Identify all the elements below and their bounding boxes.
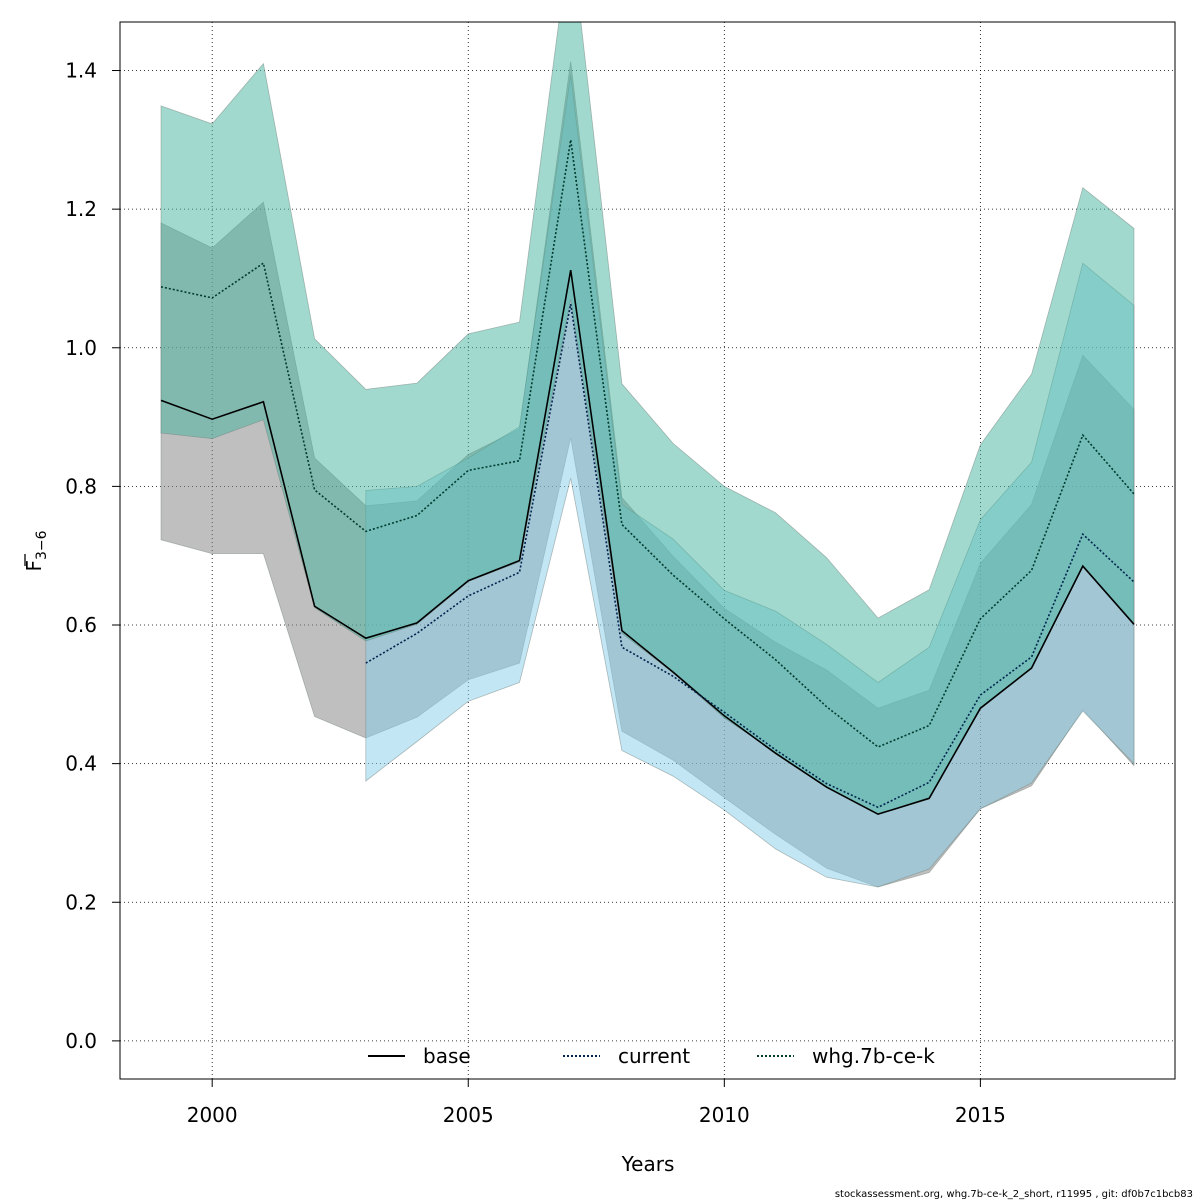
footer-note: stockassessment.org, whg.7b-ce-k_2_short… xyxy=(835,1189,1193,1200)
svg-text:F3−6: F3−6 xyxy=(22,530,50,571)
y-tick-label-0.8: 0.8 xyxy=(65,474,97,498)
legend-label-whg.7b-ce-k: whg.7b-ce-k xyxy=(812,1044,935,1068)
x-tick-label-2005: 2005 xyxy=(443,1103,494,1127)
legend-label-base: base xyxy=(423,1044,471,1068)
line-base xyxy=(160,269,1135,816)
line-whg.7b-ce-k xyxy=(160,139,1135,748)
legend: base current whg.7b-ce-k xyxy=(368,1044,935,1068)
x-tick-label-2000: 2000 xyxy=(187,1103,238,1127)
y-tick-label-0.4: 0.4 xyxy=(65,752,97,776)
plot-frame xyxy=(119,21,1176,1080)
x-axis-title: Years xyxy=(621,1152,675,1176)
x-tick-label-2010: 2010 xyxy=(699,1103,750,1127)
y-axis-title-main: F xyxy=(22,560,46,572)
legend-label-current: current xyxy=(618,1044,690,1068)
y-tick-label-0.0: 0.0 xyxy=(65,1029,97,1053)
y-tick-label-1.0: 1.0 xyxy=(65,336,97,360)
y-tick-label-1.4: 1.4 xyxy=(65,59,97,83)
y-axis-title-sub: 3−6 xyxy=(34,530,50,560)
y-axis: 0.0 0.2 0.4 0.6 0.8 1.0 1.2 1.4 xyxy=(65,59,120,1053)
y-tick-label-0.2: 0.2 xyxy=(65,890,97,914)
x-axis: 2000 2005 2010 2015 xyxy=(187,1079,1006,1127)
y-tick-label-1.2: 1.2 xyxy=(65,197,97,221)
y-tick-label-0.6: 0.6 xyxy=(65,613,97,637)
y-axis-title: F3−6 xyxy=(22,530,50,571)
confidence-bands xyxy=(160,22,1135,888)
x-tick-label-2015: 2015 xyxy=(955,1103,1006,1127)
line-current xyxy=(365,303,1135,809)
series-lines xyxy=(160,139,1135,816)
